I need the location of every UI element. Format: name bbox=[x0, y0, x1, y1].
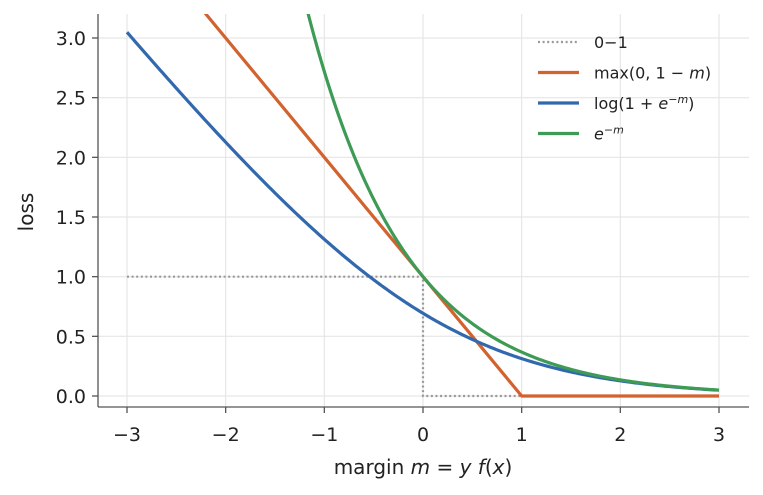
legend-label-3: e−m bbox=[594, 123, 624, 144]
y-tick-label: 3.0 bbox=[56, 28, 86, 50]
y-tick-label: 0.0 bbox=[56, 386, 86, 408]
series-layer bbox=[125, 14, 720, 398]
series-line-3 bbox=[306, 14, 720, 392]
y-tick-label: 1.0 bbox=[56, 267, 86, 289]
x-tick-label: −3 bbox=[113, 424, 141, 446]
y-tick-label: 2.0 bbox=[56, 147, 86, 169]
x-tick-label: −2 bbox=[212, 424, 240, 446]
x-axis-label: margin m = y f(x) bbox=[334, 455, 513, 479]
y-tick-label: 0.5 bbox=[56, 326, 86, 348]
legend-label-0: 0−1 bbox=[594, 33, 628, 52]
x-tick-label: 2 bbox=[614, 424, 626, 446]
x-tick-label: 0 bbox=[417, 424, 429, 446]
legend: 0−1 max(0, 1 − m) log(1 + e−m) e−m bbox=[538, 33, 711, 144]
x-tick-label: −1 bbox=[310, 424, 338, 446]
series-line-0 bbox=[127, 275, 522, 398]
y-axis-label: loss bbox=[14, 193, 38, 232]
tick-labels: −3 −2 −1 0 1 2 3 0.0 0.5 1.0 1.5 2.0 2.5 3.0 bbox=[56, 28, 725, 446]
x-tick-label: 3 bbox=[713, 424, 725, 446]
legend-label-2: log(1 + e−m) bbox=[594, 93, 694, 114]
x-tick-label: 1 bbox=[516, 424, 528, 446]
y-tick-label: 1.5 bbox=[56, 207, 86, 229]
grid bbox=[98, 14, 749, 407]
y-tick-label: 2.5 bbox=[56, 88, 86, 110]
legend-label-1: max(0, 1 − m) bbox=[594, 64, 711, 83]
